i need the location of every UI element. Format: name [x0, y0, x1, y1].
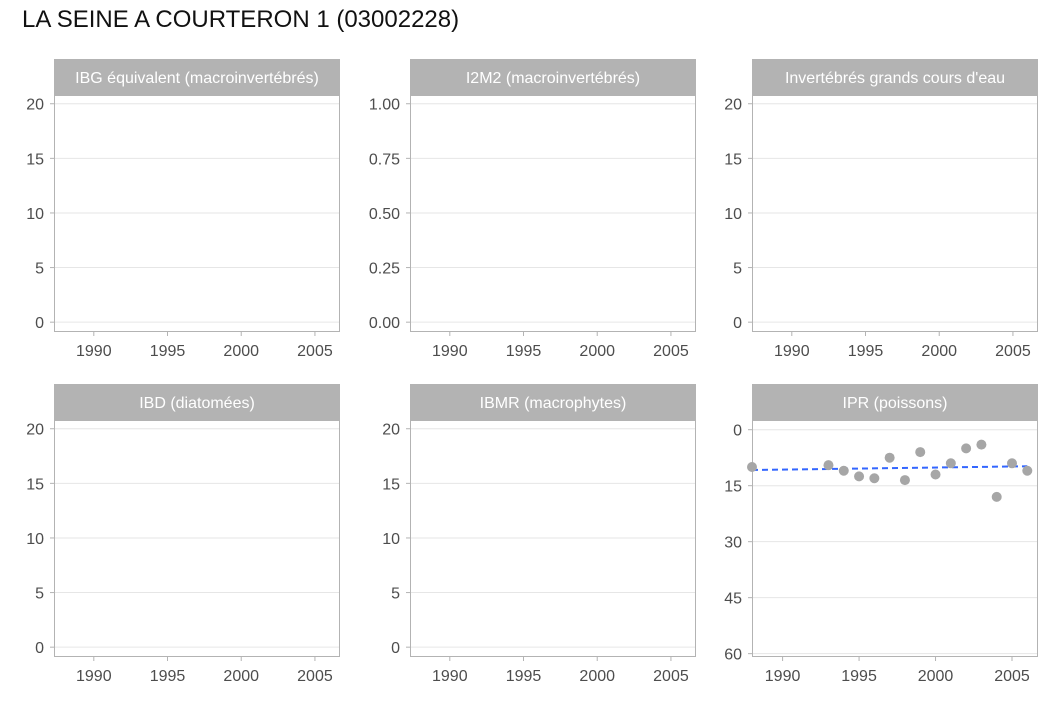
panel-3-y-tick-label: 15 [724, 151, 742, 168]
panel-2-border [410, 95, 696, 332]
panel-5-x-tick-label: 2005 [653, 668, 689, 685]
panel-4-y-tick-label: 10 [26, 531, 44, 548]
panel-6-data-point [961, 443, 972, 454]
panel-6-data-point [1007, 458, 1017, 469]
panel-5-y-tick-label: 5 [391, 586, 400, 603]
panel-4-x-tick-label: 2005 [297, 668, 333, 685]
panel-6-x-tick-label: 1990 [765, 668, 801, 685]
panel-6-x-tick-label: 2005 [994, 668, 1030, 685]
panel-1-y-tick-label: 10 [26, 206, 44, 223]
panel-2-x-tick-label: 2000 [579, 343, 615, 360]
panel-5-strip [410, 384, 696, 420]
panel-5-y-tick-label: 15 [382, 476, 400, 493]
panel-6-data-point [838, 465, 849, 476]
panel-6-data-point [991, 491, 1002, 502]
panel-3-y-tick-label: 5 [733, 261, 742, 278]
panel-2-strip-label: I2M2 (macroinvertébrés) [466, 70, 640, 87]
panel-4-strip-label: IBD (diatomées) [139, 395, 255, 412]
panel-3-y-tick-label: 0 [733, 315, 742, 332]
panel-6-y-tick-label: 30 [724, 535, 742, 552]
panel-6-data-point [869, 473, 880, 484]
panel-6-data-point [976, 439, 987, 450]
panel-1-x-tick-label: 2005 [297, 343, 333, 360]
panel-1-strip-label: IBG équivalent (macroinvertébrés) [75, 70, 319, 87]
panel-6-y-tick-label: 60 [724, 647, 742, 664]
panel-2-y-tick-label: 0.50 [369, 206, 400, 223]
panel-1-x-tick-label: 1990 [76, 343, 112, 360]
panel-6-data-point [899, 475, 910, 486]
panel-3-border [752, 95, 1038, 332]
panel-1-y-tick-label: 5 [35, 261, 44, 278]
panel-4-x-tick-label: 1995 [150, 668, 186, 685]
panel-3-plot-area [752, 95, 1038, 332]
panel-6-y-tick-label: 45 [724, 591, 742, 608]
panel-6-strip-label: IPR (poissons) [843, 395, 948, 412]
panel-3-x-tick-label: 1995 [848, 343, 884, 360]
panel-4-border [54, 420, 340, 657]
panel-1-x-tick-label: 2000 [223, 343, 259, 360]
panel-3-x-tick-label: 2005 [995, 343, 1031, 360]
panel-6-trend-line [751, 465, 1028, 472]
panel-5-y-tick-label: 20 [382, 422, 400, 439]
panel-1-strip [54, 59, 340, 95]
panel-5-x-tick-label: 1995 [506, 668, 542, 685]
panel-1-x-tick-label: 1995 [150, 343, 186, 360]
panel-3-y-tick-label: 10 [724, 206, 742, 223]
panel-4-y-tick-label: 20 [26, 422, 44, 439]
panel-6-x-tick-label: 2000 [918, 668, 954, 685]
panel-2-x-tick-label: 2005 [653, 343, 689, 360]
panel-6-data-point [1022, 465, 1033, 476]
panel-6-y-tick-label: 0 [733, 423, 742, 440]
panel-1-plot-area [54, 95, 340, 332]
panel-3-strip [752, 59, 1038, 95]
panel-3-x-tick-label: 2000 [921, 343, 957, 360]
panel-5-y-tick-label: 10 [382, 531, 400, 548]
page-title: LA SEINE A COURTERON 1 (03002228) [22, 6, 460, 33]
panel-6-x-tick-label: 1995 [841, 668, 877, 685]
panel-6-data-point [747, 462, 757, 473]
panel-2-y-tick-label: 1.00 [369, 97, 400, 114]
panel-2-y-tick-label: 0.75 [369, 151, 400, 168]
panel-6-data-point [823, 460, 834, 471]
panel-1-y-tick-label: 20 [26, 97, 44, 114]
panel-3-y-tick-label: 20 [724, 97, 742, 114]
panel-4-x-tick-label: 1990 [76, 668, 112, 685]
panel-4-strip [54, 384, 340, 420]
panel-2-strip [410, 59, 696, 95]
panel-6-y-tick-label: 15 [724, 479, 742, 496]
panel-5-x-tick-label: 1990 [432, 668, 468, 685]
panel-4-y-tick-label: 0 [35, 640, 44, 657]
panel-5-border [410, 420, 696, 657]
panel-2-y-tick-label: 0.25 [369, 261, 400, 278]
panel-2-plot-area [410, 95, 696, 332]
panel-4-plot-area [54, 420, 340, 657]
panel-1-y-tick-label: 0 [35, 315, 44, 332]
panel-6-plot-area [752, 420, 1038, 657]
panel-4-x-tick-label: 2000 [223, 668, 259, 685]
panel-5-y-tick-label: 0 [391, 640, 400, 657]
panel-3-x-tick-label: 1990 [774, 343, 810, 360]
panel-3-strip-label: Invertébrés grands cours d'eau [785, 70, 1005, 87]
panel-1-border [54, 95, 340, 332]
panel-4-y-tick-label: 15 [26, 476, 44, 493]
panel-1-y-tick-label: 15 [26, 151, 44, 168]
panel-5-x-tick-label: 2000 [579, 668, 615, 685]
panel-2-x-tick-label: 1990 [432, 343, 468, 360]
panel-6-data-point [945, 458, 956, 469]
panel-6-data-point [930, 469, 941, 480]
panel-5-plot-area [410, 420, 696, 657]
panel-4-y-tick-label: 5 [35, 586, 44, 603]
panel-6-data-point [854, 471, 865, 482]
panel-2-x-tick-label: 1995 [506, 343, 542, 360]
panel-2-y-tick-label: 0.00 [369, 315, 400, 332]
panel-6-border [752, 420, 1038, 657]
panel-6-strip [752, 384, 1038, 420]
panel-5-strip-label: IBMR (macrophytes) [480, 395, 627, 412]
panel-6-data-point [915, 447, 926, 458]
panel-6-data-point [884, 452, 895, 463]
